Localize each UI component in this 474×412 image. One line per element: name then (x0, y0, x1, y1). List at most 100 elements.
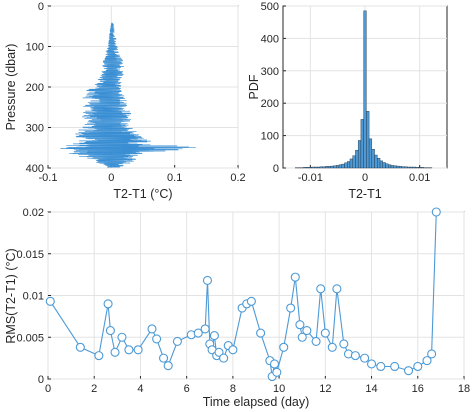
x-axis-label: Time elapsed (day) (203, 395, 310, 409)
rms-point (272, 367, 282, 377)
y-axis-label: RMS(T2-T1) (°C) (4, 248, 18, 343)
x-tick-label: 0 (362, 172, 368, 184)
rms-point (316, 284, 326, 294)
histogram-bars (295, 10, 433, 169)
x-axis-label: T2-T1 (348, 187, 381, 201)
rms-point (103, 299, 113, 309)
x-tick-label: 12 (319, 383, 331, 395)
histogram-bar (398, 166, 403, 169)
histogram-bar (385, 163, 389, 169)
rms-point (105, 326, 115, 336)
y-tick-label: 200 (261, 98, 279, 110)
x-tick-label: 10 (273, 383, 285, 395)
x-tick-labels: -0.01 0 0.01 (298, 172, 431, 184)
histogram-bar (327, 166, 332, 169)
rms-series (45, 207, 441, 382)
rms-point (297, 332, 307, 342)
grid (47, 5, 239, 169)
pdf-histogram-panel: -0.01 0 0.01 0 100 200 300 400 500 T2-T1 PDF (247, 1, 448, 201)
rms-point (256, 328, 266, 338)
rms-point (332, 284, 342, 294)
rms-point (172, 336, 182, 346)
rms-point (427, 349, 437, 359)
x-tick-label: 6 (184, 383, 190, 395)
rms-point (360, 353, 370, 363)
y-tick-labels: 0 0.005 0.01 0.015 0.02 (16, 207, 44, 386)
x-tick-label: 16 (412, 383, 424, 395)
x-tick-label: 14 (365, 383, 377, 395)
rms-point (163, 361, 173, 371)
histogram-bar (377, 158, 381, 169)
rms-point (45, 296, 55, 306)
y-tick-labels: 400 300 200 100 0 (26, 1, 44, 175)
rms-point (219, 353, 229, 363)
y-tick-label: 500 (261, 1, 279, 13)
y-tick-label: 0.01 (23, 291, 44, 303)
histogram-bar (355, 149, 359, 169)
rms-point (110, 347, 120, 357)
histogram-bar (352, 155, 356, 169)
pressure-profile-panel: -0.1 0 0.1 0.2 400 300 200 100 0 T2-T1 (°C) Pre… (4, 1, 246, 201)
histogram-bar (420, 167, 424, 169)
rms-point (193, 328, 203, 338)
histogram-bar (336, 165, 340, 169)
rms-point (200, 324, 210, 334)
rms-point (403, 366, 414, 376)
histogram-bar (303, 167, 307, 169)
rms-time-panel: 0 2 4 6 8 10 12 14 16 18 0 0.005 0.01 0.015 0.02 Time… (4, 207, 470, 409)
histogram-bar (412, 166, 416, 169)
rms-point (228, 345, 238, 355)
x-tick-label: 2 (91, 383, 97, 395)
x-tick-label: 18 (458, 383, 470, 395)
x-tick-label: 8 (230, 383, 236, 395)
rms-point (152, 334, 162, 344)
x-tick-label: 0.2 (230, 172, 245, 184)
y-tick-label: 300 (261, 66, 279, 78)
histogram-bar (366, 111, 370, 169)
grid (47, 211, 465, 380)
histogram-bar (325, 166, 329, 169)
profile-line (60, 22, 196, 168)
histogram-bar (319, 166, 323, 169)
rms-point (75, 342, 85, 352)
rms-point (147, 324, 157, 334)
histogram-bar (344, 162, 348, 169)
y-tick-label: 0 (38, 374, 44, 386)
histogram-bar (330, 165, 334, 169)
x-axis-label: T2-T1 (°C) (113, 187, 172, 201)
y-tick-label: 0.02 (23, 207, 44, 219)
rms-point (413, 361, 423, 372)
y-tick-labels: 0 100 200 300 400 500 (261, 1, 279, 175)
y-tick-label: 300 (26, 123, 44, 135)
y-tick-label: 100 (26, 42, 44, 54)
x-tick-label: -0.01 (298, 172, 323, 184)
histogram-bar (360, 119, 364, 169)
y-axis-label: Pressure (dbar) (4, 44, 18, 131)
histogram-bar (368, 138, 373, 169)
histogram-bar (322, 166, 326, 169)
x-tick-labels: 0 2 4 6 8 10 12 14 16 18 (45, 383, 470, 395)
y-tick-label: 400 (26, 163, 44, 175)
histogram-bar (418, 167, 422, 169)
histogram-bar (311, 166, 315, 169)
histogram-bar (374, 154, 378, 169)
histogram-bar (379, 160, 383, 169)
y-axis-label: PDF (247, 74, 261, 99)
y-tick-label: 0.015 (16, 249, 44, 261)
x-tick-label: 0.1 (167, 172, 182, 184)
y-tick-label: 400 (261, 33, 279, 45)
rms-point (390, 361, 400, 372)
rms-point (133, 345, 143, 355)
rms-point (214, 347, 224, 357)
rms-point (209, 331, 219, 341)
histogram-bar (357, 140, 362, 169)
histogram-bar (371, 149, 375, 169)
histogram-bar (333, 165, 337, 169)
histogram-bar (316, 166, 321, 169)
histogram-bar (401, 166, 405, 169)
rms-point (94, 351, 104, 361)
profile-trace (60, 22, 196, 168)
rms-point (290, 272, 300, 282)
y-tick-label: 0 (273, 163, 279, 175)
